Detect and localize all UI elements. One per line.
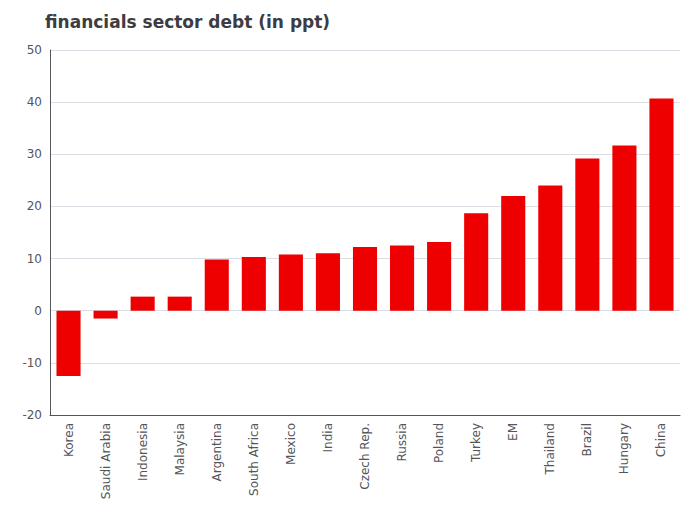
svg-text:10: 10 — [27, 252, 42, 266]
svg-text:20: 20 — [27, 199, 42, 213]
svg-text:Russia: Russia — [395, 423, 409, 462]
svg-text:-10: -10 — [22, 356, 42, 370]
svg-text:Argentina: Argentina — [210, 423, 224, 482]
svg-text:40: 40 — [27, 95, 42, 109]
svg-text:0: 0 — [34, 304, 42, 318]
svg-text:Thailand: Thailand — [543, 423, 557, 476]
svg-text:Malaysia: Malaysia — [173, 423, 187, 475]
svg-text:EM: EM — [506, 423, 520, 441]
svg-text:-20: -20 — [22, 408, 42, 422]
svg-text:Poland: Poland — [432, 423, 446, 463]
svg-text:30: 30 — [27, 147, 42, 161]
svg-text:50: 50 — [27, 43, 42, 57]
svg-text:Czech Rep.: Czech Rep. — [358, 423, 372, 490]
svg-text:Turkey: Turkey — [469, 423, 483, 463]
svg-text:China: China — [654, 423, 668, 457]
svg-text:Mexico: Mexico — [284, 423, 298, 465]
svg-text:India: India — [321, 423, 335, 452]
svg-text:Korea: Korea — [62, 423, 76, 457]
svg-text:financials sector debt (in ppt: financials sector debt (in ppt) — [45, 12, 330, 32]
svg-text:Hungary: Hungary — [617, 423, 631, 474]
svg-text:Brazil: Brazil — [580, 423, 594, 457]
svg-text:Indonesia: Indonesia — [136, 423, 150, 481]
svg-text:Saudi Arabia: Saudi Arabia — [99, 423, 113, 499]
svg-text:South Africa: South Africa — [247, 423, 261, 496]
